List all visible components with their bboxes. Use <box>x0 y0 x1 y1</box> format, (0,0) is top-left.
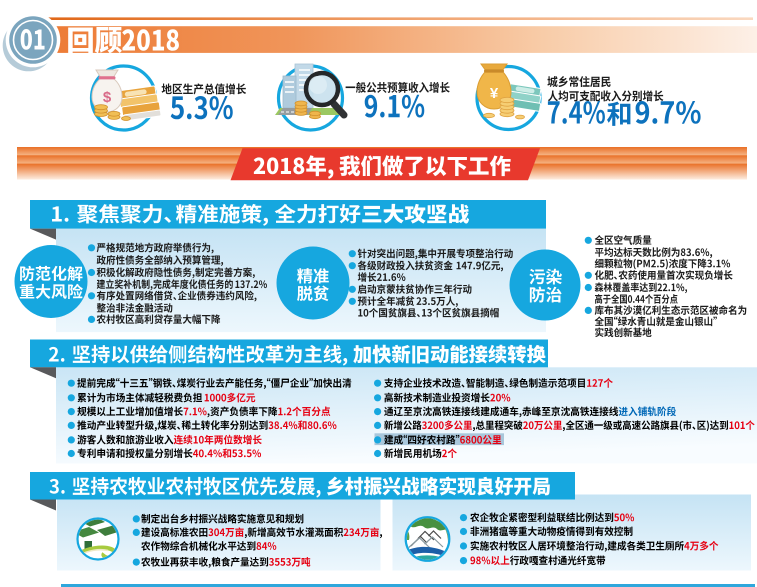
svg-text:¥: ¥ <box>490 85 499 102</box>
svg-text:$: $ <box>103 89 112 106</box>
